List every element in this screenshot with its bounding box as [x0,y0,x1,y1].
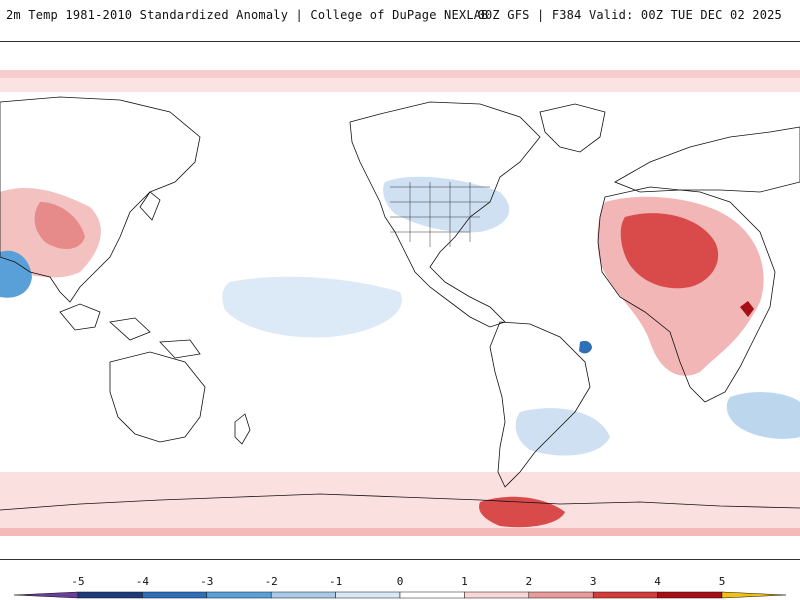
indian-ocean-cool-anomaly [726,392,800,439]
east-pacific-cool-spot [579,340,592,354]
new-zealand-outline [234,413,251,445]
africa-hot-spot [740,301,754,317]
anomaly-map [0,41,800,560]
colorbar-swatch [464,591,530,599]
north-america-outline [349,101,541,328]
west-pacific-cool-anomaly [0,250,32,298]
colorbar-swatch [399,591,465,599]
colorbar-tick-label: 5 [719,575,726,588]
colorbar-min-extend [13,591,79,599]
anomaly-fill-layer [0,70,800,536]
colorbar-legend: -5 -4 -3 -2 -1 0 1 2 3 4 5 [0,570,800,600]
colorbar-tick-label: 1 [461,575,468,588]
colorbar-swatch [528,591,594,599]
colorbar-tick-label: 4 [654,575,661,588]
arctic-warm-band [0,70,800,78]
colorbar-swatch [206,591,272,599]
colorbar-tick-label: -1 [329,575,342,588]
antarctic-warm-band-2 [0,528,800,536]
colorbar-tick-labels: -5 -4 -3 -2 -1 0 1 2 3 4 5 [71,575,725,588]
europe-outline [614,126,800,193]
model-run-label: 00Z GFS | F384 Valid: 00Z TUE DEC 02 202… [477,8,782,22]
antarctica-outline [0,493,800,511]
us-state-boundaries [390,182,490,247]
colorbar-swatch [592,591,658,599]
colorbar-tick-label: 3 [590,575,597,588]
africa-warm-core [620,213,719,289]
colorbar-swatch [270,591,336,599]
colorbar-swatch [77,591,143,599]
africa-outline [597,186,776,403]
coastlines [0,96,800,511]
colorbar-tick-label: -5 [71,575,84,588]
colorbar-max-extend [721,591,787,599]
japan-outline [139,191,161,221]
colorbar-swatch [142,591,208,599]
colorbar-tick-label: 2 [525,575,532,588]
colorbar-tick-label: -2 [265,575,278,588]
asia-outline [0,96,201,303]
south-america-outline [489,321,591,488]
colorbar-swatches [13,591,787,599]
colorbar-tick-label: 0 [397,575,404,588]
antarctic-warm-band [0,472,800,532]
maritime-continent-outline [59,303,201,359]
colorbar-tick-label: -3 [200,575,213,588]
asia-warm-core [34,202,85,249]
antarctic-warm-pocket [479,496,565,528]
australia-outline [109,351,206,443]
arctic-warm-band-2 [0,78,800,92]
south-atlantic-cool-anomaly [515,408,610,456]
map-title: 2m Temp 1981-2010 Standardized Anomaly |… [6,8,489,22]
greenland-outline [539,103,606,153]
colorbar-swatch [657,591,723,599]
colorbar-tick-label: -4 [136,575,150,588]
north-america-cool-anomaly [383,176,510,233]
colorbar-swatch [335,591,401,599]
central-pacific-cool-anomaly [222,276,402,338]
